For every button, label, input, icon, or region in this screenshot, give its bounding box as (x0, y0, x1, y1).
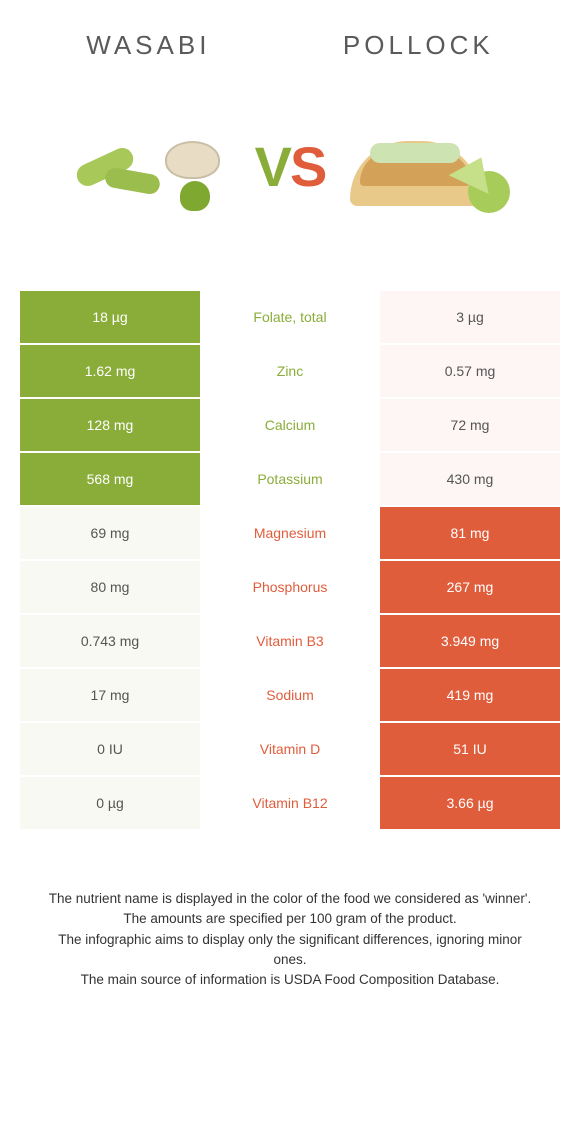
nutrient-name: Vitamin B12 (200, 775, 380, 829)
table-row: 0 IUVitamin D51 IU (20, 721, 560, 775)
nutrient-name: Potassium (200, 451, 380, 505)
table-row: 18 µgFolate, total3 µg (20, 291, 560, 343)
right-value: 430 mg (380, 451, 560, 505)
nutrient-name: Magnesium (200, 505, 380, 559)
vs-s: S (290, 135, 325, 198)
titles-row: Wasabi Pollock (20, 30, 560, 61)
nutrient-name: Vitamin D (200, 721, 380, 775)
nutrient-name: Vitamin B3 (200, 613, 380, 667)
right-food-title: Pollock (343, 30, 494, 61)
wasabi-image (65, 111, 245, 221)
left-food-title: Wasabi (86, 30, 210, 61)
right-value: 419 mg (380, 667, 560, 721)
table-row: 0.743 mgVitamin B33.949 mg (20, 613, 560, 667)
right-value: 81 mg (380, 505, 560, 559)
footer-line-4: The main source of information is USDA F… (40, 970, 540, 990)
table-row: 1.62 mgZinc0.57 mg (20, 343, 560, 397)
nutrient-table: 18 µgFolate, total3 µg1.62 mgZinc0.57 mg… (20, 291, 560, 829)
table-row: 17 mgSodium419 mg (20, 667, 560, 721)
images-row: VS (20, 111, 560, 221)
table-row: 568 mgPotassium430 mg (20, 451, 560, 505)
table-row: 80 mgPhosphorus267 mg (20, 559, 560, 613)
right-value: 3 µg (380, 291, 560, 343)
table-row: 69 mgMagnesium81 mg (20, 505, 560, 559)
footer-line-3: The infographic aims to display only the… (40, 930, 540, 971)
left-value: 128 mg (20, 397, 200, 451)
left-value: 80 mg (20, 559, 200, 613)
left-value: 0 µg (20, 775, 200, 829)
right-value: 51 IU (380, 721, 560, 775)
vs-v: V (255, 135, 290, 198)
footer-line-2: The amounts are specified per 100 gram o… (40, 909, 540, 929)
right-value: 3.66 µg (380, 775, 560, 829)
left-value: 568 mg (20, 451, 200, 505)
left-value: 0 IU (20, 721, 200, 775)
footer-notes: The nutrient name is displayed in the co… (20, 889, 560, 990)
footer-line-1: The nutrient name is displayed in the co… (40, 889, 540, 909)
infographic-container: Wasabi Pollock VS 18 µgFolate, total3 µg… (0, 0, 580, 1020)
right-value: 72 mg (380, 397, 560, 451)
right-value: 267 mg (380, 559, 560, 613)
right-value: 0.57 mg (380, 343, 560, 397)
table-row: 128 mgCalcium72 mg (20, 397, 560, 451)
nutrient-name: Calcium (200, 397, 380, 451)
table-row: 0 µgVitamin B123.66 µg (20, 775, 560, 829)
pollock-image (335, 111, 515, 221)
right-value: 3.949 mg (380, 613, 560, 667)
left-value: 69 mg (20, 505, 200, 559)
left-value: 17 mg (20, 667, 200, 721)
nutrient-name: Folate, total (200, 291, 380, 343)
nutrient-name: Zinc (200, 343, 380, 397)
left-value: 18 µg (20, 291, 200, 343)
left-value: 1.62 mg (20, 343, 200, 397)
left-value: 0.743 mg (20, 613, 200, 667)
nutrient-name: Sodium (200, 667, 380, 721)
nutrient-name: Phosphorus (200, 559, 380, 613)
vs-label: VS (255, 134, 326, 199)
